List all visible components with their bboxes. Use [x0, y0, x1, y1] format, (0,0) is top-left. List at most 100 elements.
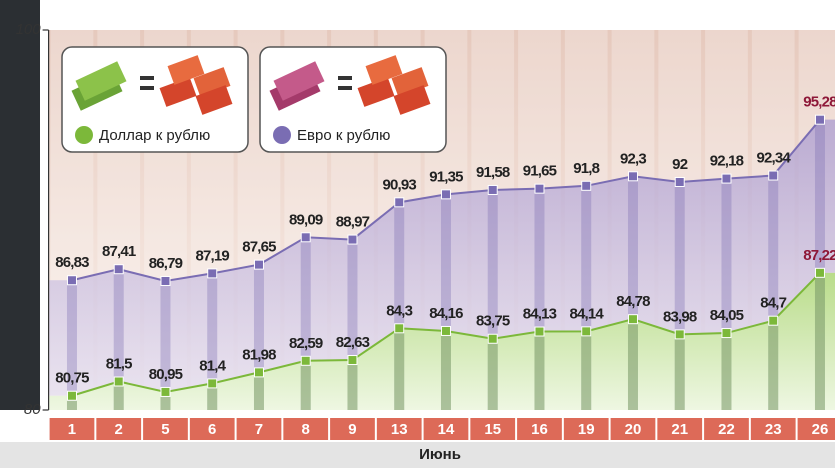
point — [254, 260, 263, 269]
point — [114, 377, 123, 386]
value-label: 84,05 — [710, 307, 744, 324]
x-tick-label: 8 — [302, 421, 310, 438]
value-label: 81,4 — [199, 357, 226, 374]
value-label: 88,97 — [336, 214, 370, 231]
value-label: 83,75 — [476, 313, 510, 330]
legend-swatch — [273, 126, 291, 144]
point — [254, 368, 263, 377]
x-tick-label: 13 — [391, 421, 408, 438]
value-label: 84,3 — [386, 302, 412, 319]
point — [582, 181, 591, 190]
point — [67, 391, 76, 400]
value-label: 80,75 — [55, 370, 89, 387]
point — [535, 327, 544, 336]
x-tick-label: 15 — [484, 421, 501, 438]
value-label: 92,34 — [756, 150, 791, 167]
point — [301, 233, 310, 242]
value-label: 84,14 — [569, 305, 604, 322]
value-bar — [768, 321, 778, 410]
point — [208, 379, 217, 388]
value-label: 80,95 — [149, 366, 183, 383]
point — [67, 276, 76, 285]
x-tick-label: 26 — [812, 421, 829, 438]
value-bar — [488, 339, 498, 410]
photo-edge — [0, 0, 40, 410]
value-label: 92,3 — [620, 150, 646, 167]
value-label: 89,09 — [289, 211, 323, 228]
x-tick-label: 22 — [718, 421, 735, 438]
point — [208, 269, 217, 278]
x-tick-label: 23 — [765, 421, 782, 438]
point — [114, 265, 123, 274]
value-label: 87,41 — [102, 243, 136, 260]
legend-swatch — [75, 126, 93, 144]
point — [722, 174, 731, 183]
point — [161, 276, 170, 285]
value-label: 82,59 — [289, 335, 323, 352]
value-bar — [301, 361, 311, 410]
point — [395, 198, 404, 207]
point — [488, 185, 497, 194]
value-label: 91,8 — [573, 160, 599, 177]
value-label: 91,65 — [523, 163, 557, 180]
legend-label: Доллар к рублю — [99, 127, 210, 144]
value-label: 84,78 — [616, 293, 650, 310]
x-tick-label: 20 — [625, 421, 642, 438]
point — [815, 115, 824, 124]
value-label: 81,98 — [242, 346, 276, 363]
legend-label: Евро к рублю — [297, 127, 390, 144]
x-tick-label: 19 — [578, 421, 595, 438]
x-tick-label: 21 — [671, 421, 688, 438]
x-tick-label: 16 — [531, 421, 548, 438]
value-label: 87,19 — [195, 247, 229, 264]
value-bar — [675, 334, 685, 410]
value-bar — [394, 328, 404, 410]
value-label: 84,7 — [760, 295, 786, 312]
point — [348, 356, 357, 365]
point — [582, 327, 591, 336]
value-bar — [534, 332, 544, 410]
value-label: 86,83 — [55, 254, 89, 271]
y-tick-label: 100 — [16, 21, 42, 38]
value-label: 84,16 — [429, 305, 463, 322]
point — [441, 190, 450, 199]
value-label: 87,22 — [803, 247, 835, 264]
point — [675, 330, 684, 339]
value-bar — [67, 280, 77, 410]
point — [161, 387, 170, 396]
month-band — [0, 442, 835, 468]
value-bar — [441, 331, 451, 410]
point — [722, 329, 731, 338]
point — [675, 178, 684, 187]
page: 86,8387,4186,7987,1987,6589,0988,9790,93… — [0, 0, 835, 468]
value-bar — [347, 360, 357, 410]
point — [395, 324, 404, 333]
x-tick-label: 6 — [208, 421, 216, 438]
value-bar — [628, 319, 638, 410]
value-label: 92,18 — [710, 153, 744, 170]
y-tick-label: 80 — [24, 401, 41, 418]
x-axis-label: Июнь — [419, 446, 461, 463]
point — [628, 315, 637, 324]
point — [348, 235, 357, 244]
value-bar — [815, 273, 825, 410]
value-bar — [581, 331, 591, 410]
x-tick-label: 1 — [68, 421, 76, 438]
x-tick-label: 7 — [255, 421, 263, 438]
x-tick-label: 2 — [115, 421, 123, 438]
value-label: 86,79 — [149, 255, 183, 272]
value-label: 83,98 — [663, 308, 697, 325]
point — [535, 184, 544, 193]
value-bar — [254, 372, 264, 410]
point — [815, 268, 824, 277]
point — [769, 171, 778, 180]
point — [769, 316, 778, 325]
value-label: 91,35 — [429, 168, 463, 185]
point — [628, 172, 637, 181]
x-tick-label: 9 — [348, 421, 356, 438]
value-label: 82,63 — [336, 334, 370, 351]
value-label: 91,58 — [476, 164, 510, 181]
point — [301, 356, 310, 365]
value-label: 81,5 — [106, 355, 132, 372]
value-label: 95,28 — [803, 94, 835, 111]
